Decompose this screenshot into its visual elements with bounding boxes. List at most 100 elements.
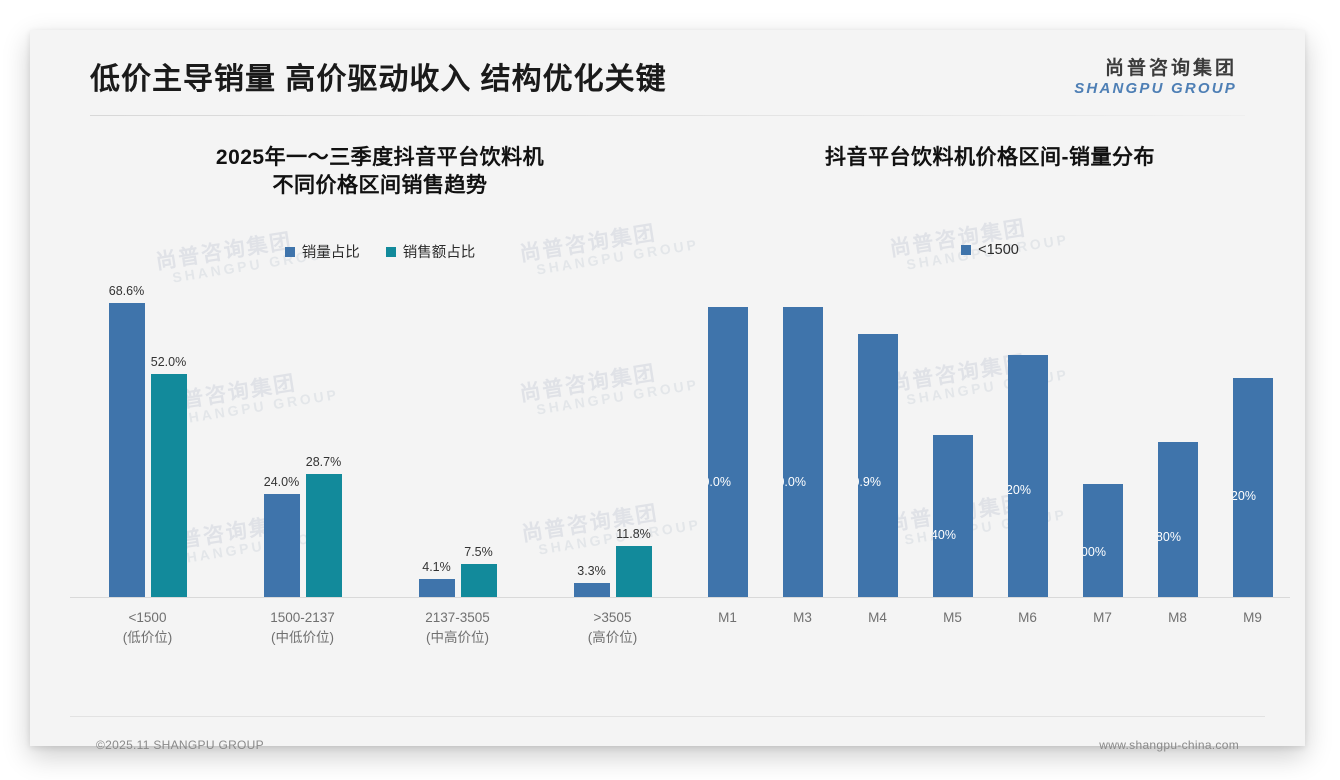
footer-copyright: ©2025.11 SHANGPU GROUP [96, 738, 264, 752]
bar-item[interactable]: 4.1% [418, 298, 455, 597]
bar-rect[interactable]: 00.0% [707, 307, 748, 597]
bar-rect[interactable]: 90.9% [857, 334, 898, 597]
bar-rect[interactable] [460, 564, 497, 597]
brand-logo: 尚普咨询集团 SHANGPU GROUP [1074, 58, 1237, 97]
bar-item[interactable]: 68.6% [108, 284, 145, 597]
bar-rect[interactable]: 6.40% [932, 435, 973, 597]
x-tick: M5 [943, 610, 962, 625]
bar-group: 68.6% 52.0% [108, 284, 187, 597]
bar-item[interactable]: 6.20% [1232, 298, 1273, 597]
x-tick: >3505 (高价位) [535, 608, 690, 649]
bar-rect[interactable]: 6.20% [1232, 378, 1273, 597]
bar-rect[interactable] [150, 374, 187, 597]
x-tick: M4 [868, 610, 887, 625]
bar-value-label: 00.0% [708, 475, 731, 489]
bar-item[interactable]: 00.0% [782, 298, 823, 597]
bar-item[interactable]: 6.40% [932, 298, 973, 597]
left-chart-plot-area: 68.6% 52.0% 24.0% 28.7% [70, 284, 690, 598]
x-tick: M3 [793, 610, 812, 625]
x-tick-primary: <1500 [128, 610, 167, 625]
legend-label: 销售额占比 [402, 245, 476, 262]
legend-swatch-icon [961, 244, 972, 255]
bar-rect[interactable]: 3.80% [1157, 442, 1198, 597]
legend-item-under-1500[interactable]: <1500 [961, 242, 1019, 258]
title-divider [90, 115, 1245, 116]
bar-rect[interactable] [615, 546, 652, 597]
x-tick: M6 [1018, 610, 1037, 625]
logo-text-cn: 尚普咨询集团 [1104, 58, 1237, 79]
legend-item-sales-amount[interactable]: 销售额占比 [385, 241, 476, 262]
bar-value-label: 6.20% [1232, 489, 1256, 503]
bar-rect[interactable] [573, 583, 610, 597]
left-chart-title: 2025年一～三季度抖音平台饮料机 不同价格区间销售趋势 [101, 130, 659, 199]
bar-item[interactable]: 11.8% [615, 298, 652, 597]
x-tick-secondary: (中高价位) [426, 630, 489, 646]
left-chart-title-line2: 不同价格区间销售趋势 [272, 173, 488, 197]
bar-value-label: 6.40% [932, 528, 956, 542]
x-tick: 2137-3505 (中高价位) [380, 608, 535, 649]
bar-value-label: 90.9% [858, 475, 881, 489]
slide-canvas: 尚普咨询集团 SHANGPU GROUP 尚普咨询集团 SHANGPU GROU… [30, 30, 1305, 752]
bar-item[interactable]: 3.80% [1157, 298, 1198, 597]
page-title: 低价主导销量 高价驱动收入 结构优化关键 [90, 63, 667, 96]
bar-item[interactable]: 4.20% [1007, 298, 1048, 597]
bar-value-label: 4.1% [422, 560, 451, 574]
x-tick: 1500-2137 (中低价位) [225, 608, 380, 649]
bar-rect[interactable] [418, 579, 455, 597]
bar-rect[interactable]: 00.0% [782, 307, 823, 597]
legend-label: <1500 [978, 241, 1019, 258]
left-chart-legend: 销量占比 销售额占比 [70, 241, 690, 262]
bar-item[interactable]: 90.9% [857, 298, 898, 597]
x-tick-primary: 2137-3505 [425, 610, 490, 625]
bar-value-label: 52.0% [150, 355, 187, 369]
bar-item[interactable]: 0.00% [1082, 298, 1123, 597]
x-tick-secondary: (中低价位) [271, 630, 334, 646]
legend-item-sales-volume[interactable]: 销量占比 [284, 241, 360, 262]
right-chart-bars: 00.0% 00.0% 90.9% 6.40% [690, 298, 1290, 597]
x-tick: <1500 (低价位) [70, 608, 225, 649]
right-chart-title: 抖音平台饮料机价格区间-销量分布 [720, 130, 1260, 172]
bar-group: 24.0% 28.7% [263, 298, 342, 597]
footer-website[interactable]: www.shangpu-china.com [1099, 738, 1239, 752]
bar-value-label: 68.6% [108, 284, 145, 298]
bar-rect[interactable] [305, 474, 342, 597]
bar-value-label: 7.5% [464, 545, 493, 559]
bar-item[interactable]: 24.0% [263, 298, 300, 597]
left-chart-bar-groups: 68.6% 52.0% 24.0% 28.7% [70, 284, 690, 597]
bar-item[interactable]: 3.3% [573, 298, 610, 597]
bar-value-label: 00.0% [783, 475, 806, 489]
bar-value-label: 4.20% [1007, 483, 1031, 497]
right-chart-panel: 抖音平台饮料机价格区间-销量分布 <1500 00.0% 00.0% [690, 130, 1290, 700]
left-chart-panel: 2025年一～三季度抖音平台饮料机 不同价格区间销售趋势 销量占比 销售额占比 … [70, 130, 690, 700]
x-tick-secondary: (高价位) [587, 630, 638, 646]
bar-value-label: 24.0% [263, 475, 300, 489]
x-tick: M8 [1168, 610, 1187, 625]
header: 低价主导销量 高价驱动收入 结构优化关键 尚普咨询集团 SHANGPU GROU… [30, 30, 1305, 122]
bar-value-label: 3.3% [577, 564, 606, 578]
bar-rect[interactable] [108, 303, 145, 597]
right-chart-plot-area: 00.0% 00.0% 90.9% 6.40% [690, 298, 1290, 598]
footer-divider [70, 716, 1265, 717]
left-chart-title-line1: 2025年一～三季度抖音平台饮料机 [215, 146, 545, 169]
bar-value-label: 3.80% [1157, 530, 1181, 544]
x-tick-secondary: (低价位) [122, 630, 173, 646]
right-chart-axis-line [690, 597, 1290, 598]
x-tick-primary: 1500-2137 [270, 610, 335, 625]
right-chart-x-axis-labels: M1 M3 M4 M5 M6 M7 M8 M9 [690, 608, 1290, 628]
bar-item[interactable]: 52.0% [150, 298, 187, 597]
x-tick: M9 [1243, 610, 1262, 625]
right-chart-title-line1: 抖音平台饮料机价格区间-销量分布 [825, 146, 1155, 169]
bar-value-label: 0.00% [1082, 545, 1106, 559]
right-chart-legend: <1500 [690, 242, 1290, 258]
bar-rect[interactable]: 0.00% [1082, 484, 1123, 597]
logo-text-en: SHANGPU GROUP [1074, 79, 1237, 97]
left-chart-axis-line [70, 597, 690, 598]
bar-rect[interactable]: 4.20% [1007, 355, 1048, 597]
bar-group: 3.3% 11.8% [573, 298, 652, 597]
x-tick: M7 [1093, 610, 1112, 625]
bar-item[interactable]: 00.0% [707, 298, 748, 597]
bar-item[interactable]: 7.5% [460, 298, 497, 597]
left-chart-x-axis-labels: <1500 (低价位) 1500-2137 (中低价位) 2137-3505 (… [70, 608, 690, 649]
bar-rect[interactable] [263, 494, 300, 597]
bar-item[interactable]: 28.7% [305, 298, 342, 597]
